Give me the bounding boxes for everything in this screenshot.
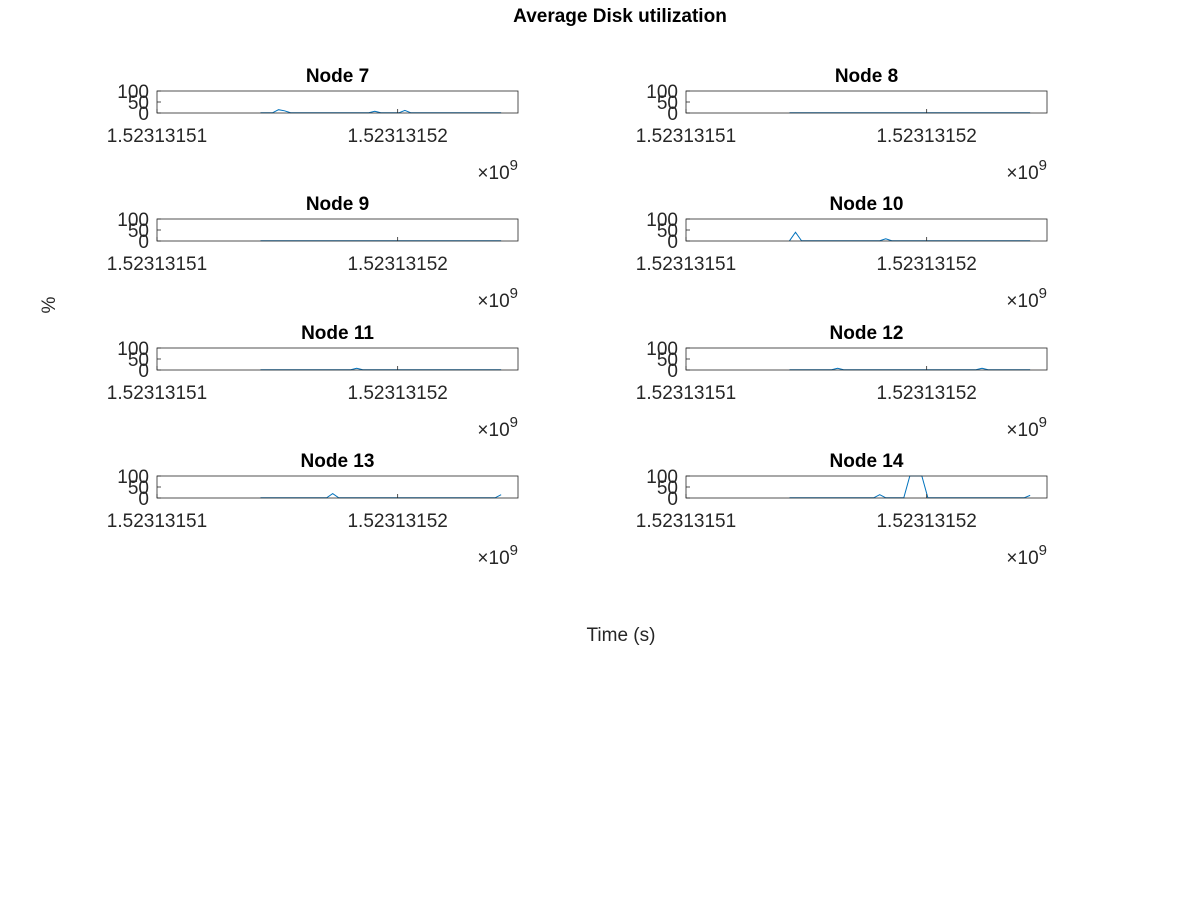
y-tick-label: 100	[646, 467, 678, 488]
axes-background	[686, 348, 1047, 370]
y-tick-label: 0	[138, 489, 149, 510]
x-exponent-power: 9	[1039, 414, 1047, 431]
x-exponent-base: ×10	[477, 163, 509, 184]
y-tick-label: 0	[667, 104, 678, 125]
x-exponent: ×109	[477, 542, 518, 569]
axes-background	[157, 476, 518, 498]
y-tick-label: 0	[138, 361, 149, 382]
x-exponent: ×109	[477, 157, 518, 184]
x-exponent-power: 9	[1039, 157, 1047, 174]
y-tick-label: 50	[657, 221, 678, 242]
y-tick-label: 100	[646, 210, 678, 231]
x-tick-label: 1.52313152	[876, 383, 976, 404]
y-tick-label: 50	[657, 350, 678, 371]
x-exponent: ×109	[1006, 157, 1047, 184]
y-tick-label: 0	[667, 232, 678, 253]
y-tick-label: 0	[667, 489, 678, 510]
subplot-title: Node 14	[830, 451, 904, 472]
x-exponent-base: ×10	[477, 291, 509, 312]
x-exponent: ×109	[1006, 542, 1047, 569]
y-tick-label: 50	[128, 478, 149, 499]
subplot-title: Node 13	[301, 451, 375, 472]
y-tick-label: 50	[128, 93, 149, 114]
y-tick-label: 100	[117, 467, 149, 488]
x-exponent-power: 9	[510, 285, 518, 302]
x-exponent-base: ×10	[477, 548, 509, 569]
x-exponent: ×109	[1006, 414, 1047, 441]
axes-background	[686, 91, 1047, 113]
x-tick-label: 1.52313151	[107, 383, 207, 404]
x-exponent: ×109	[1006, 285, 1047, 312]
x-tick-label: 1.52313151	[636, 254, 736, 275]
subplot-title: Node 9	[306, 194, 369, 215]
x-tick-label: 1.52313151	[107, 511, 207, 532]
x-exponent-power: 9	[1039, 285, 1047, 302]
x-tick-label: 1.52313152	[876, 511, 976, 532]
y-tick-label: 100	[646, 339, 678, 360]
x-exponent-base: ×10	[1006, 163, 1038, 184]
y-tick-label: 50	[128, 350, 149, 371]
x-tick-label: 1.52313151	[636, 126, 736, 147]
x-tick-label: 1.52313152	[347, 126, 447, 147]
subplot-title: Node 10	[830, 194, 904, 215]
x-tick-label: 1.52313151	[636, 383, 736, 404]
x-tick-label: 1.52313151	[107, 254, 207, 275]
y-tick-label: 50	[657, 478, 678, 499]
x-exponent: ×109	[477, 414, 518, 441]
y-tick-label: 50	[657, 93, 678, 114]
x-exponent-base: ×10	[1006, 420, 1038, 441]
y-tick-label: 50	[128, 221, 149, 242]
x-exponent-base: ×10	[1006, 548, 1038, 569]
x-exponent-base: ×10	[1006, 291, 1038, 312]
subplot-title: Node 8	[835, 66, 898, 87]
axes-background	[686, 219, 1047, 241]
x-exponent-power: 9	[510, 414, 518, 431]
x-tick-label: 1.52313152	[347, 511, 447, 532]
y-tick-label: 100	[646, 82, 678, 103]
subplot-title: Node 11	[301, 323, 374, 344]
x-tick-label: 1.52313151	[636, 511, 736, 532]
y-tick-label: 100	[117, 339, 149, 360]
x-exponent-base: ×10	[477, 420, 509, 441]
y-tick-label: 0	[667, 361, 678, 382]
x-tick-label: 1.52313152	[876, 126, 976, 147]
x-tick-label: 1.52313152	[347, 383, 447, 404]
x-tick-label: 1.52313152	[347, 254, 447, 275]
x-tick-label: 1.52313152	[876, 254, 976, 275]
x-tick-label: 1.52313151	[107, 126, 207, 147]
subplot-title: Node 7	[306, 66, 369, 87]
x-exponent-power: 9	[510, 542, 518, 559]
y-tick-label: 0	[138, 104, 149, 125]
x-exponent-power: 9	[1039, 542, 1047, 559]
y-tick-label: 100	[117, 210, 149, 231]
y-tick-label: 100	[117, 82, 149, 103]
axes-background	[157, 91, 518, 113]
figure-title: Average Disk utilization	[513, 6, 727, 27]
subplot-title: Node 12	[830, 323, 904, 344]
axes-background	[686, 476, 1047, 498]
axes-background	[157, 348, 518, 370]
x-exponent: ×109	[477, 285, 518, 312]
x-exponent-power: 9	[510, 157, 518, 174]
y-axis-label: %	[39, 296, 60, 313]
axes-background	[157, 219, 518, 241]
x-axis-label: Time (s)	[587, 625, 656, 646]
y-tick-label: 0	[138, 232, 149, 253]
